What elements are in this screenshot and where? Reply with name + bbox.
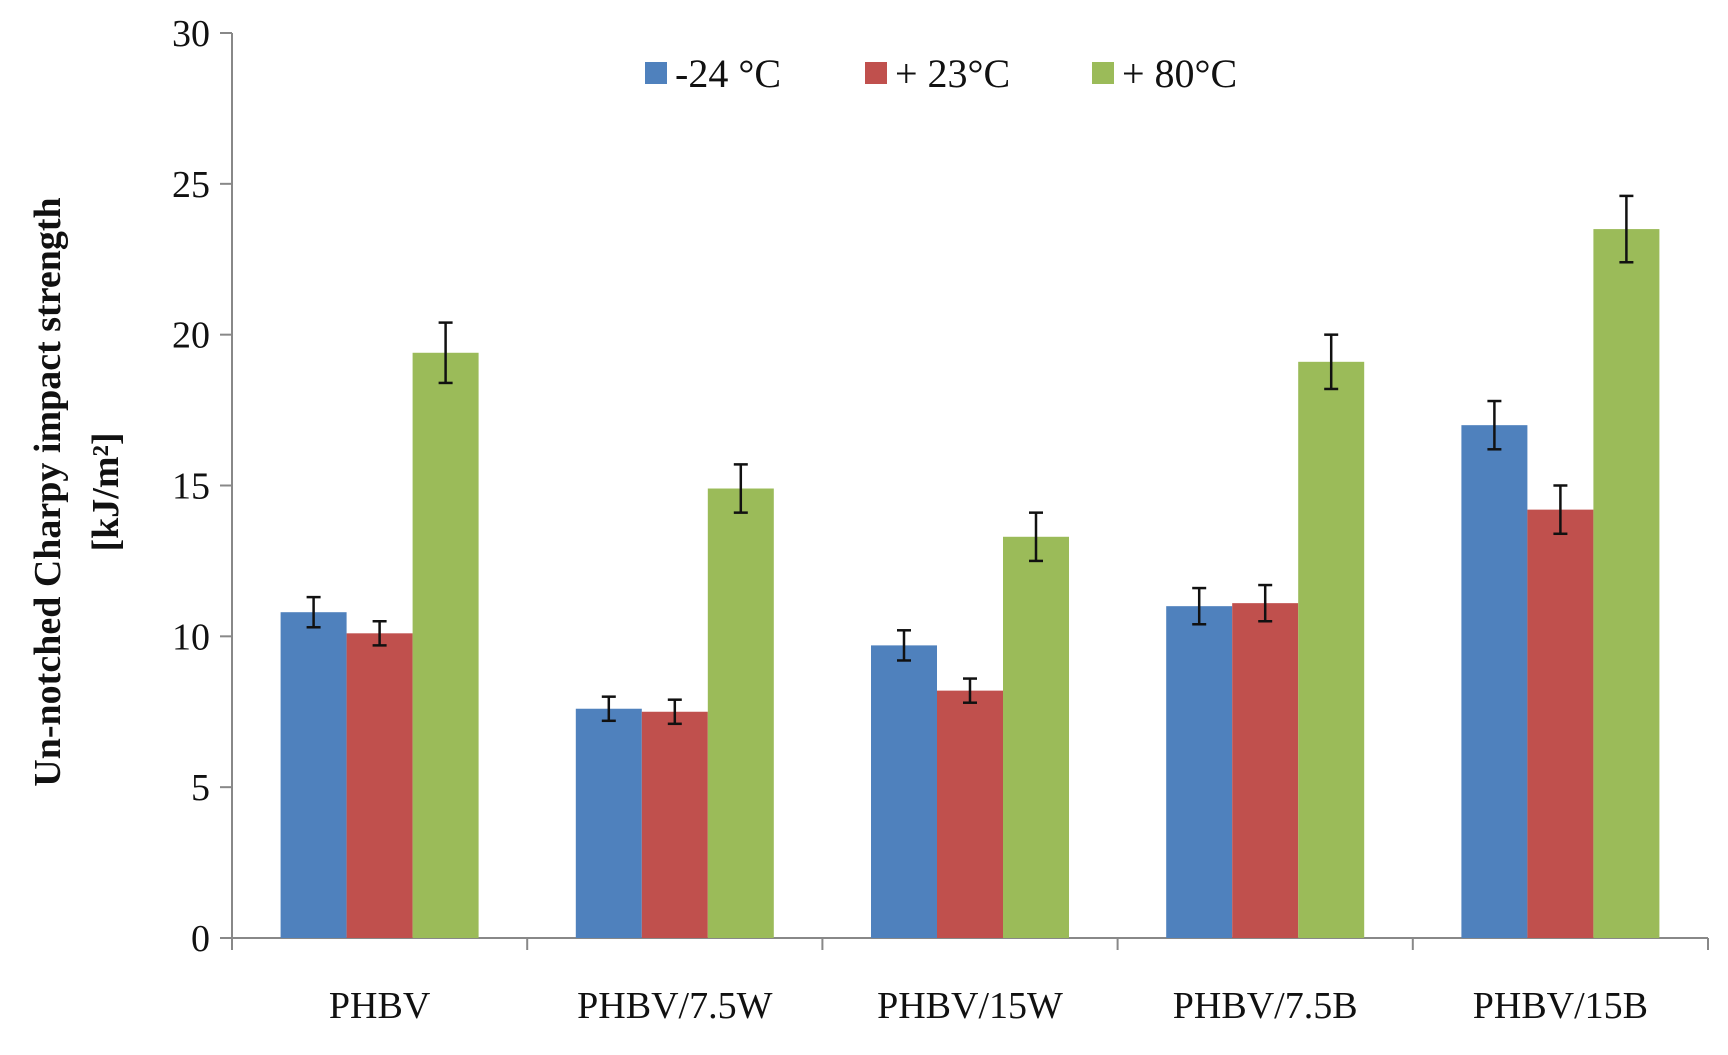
- bar: [1593, 229, 1660, 939]
- bar: [346, 633, 413, 938]
- legend-label: + 80°C: [1122, 51, 1237, 96]
- bar: [707, 488, 774, 938]
- y-tick-label: 0: [191, 918, 210, 960]
- bar: [575, 708, 642, 938]
- bar: [1298, 361, 1365, 939]
- legend-swatch: [865, 62, 887, 84]
- bar: [1461, 425, 1528, 939]
- y-tick-label: 15: [172, 466, 210, 508]
- y-tick-label: 5: [191, 767, 210, 809]
- legend-swatch: [1092, 62, 1114, 84]
- bar: [871, 645, 937, 938]
- bar: [280, 612, 347, 938]
- bar: [1166, 606, 1233, 938]
- bar: [1527, 509, 1594, 938]
- legend: -24 °C + 23°C + 80°C: [645, 51, 1237, 96]
- legend-label: -24 °C: [675, 51, 781, 96]
- x-tick-label: PHBV/7.5W: [577, 985, 772, 1027]
- x-tick-label: PHBV/15B: [1473, 985, 1648, 1027]
- y-axis-title-line1: Un-notched Charpy impact strength: [27, 197, 69, 786]
- y-axis-title-line2: [kJ/m²]: [85, 432, 127, 551]
- legend-swatch: [645, 62, 667, 84]
- bar: [412, 352, 479, 938]
- bar: [1232, 603, 1299, 938]
- legend-label: + 23°C: [895, 51, 1010, 96]
- bar: [641, 711, 708, 938]
- bar: [937, 690, 1003, 938]
- x-tick-label: PHBV/7.5B: [1173, 985, 1358, 1027]
- x-tick-label: PHBV: [329, 985, 431, 1027]
- y-tick-label: 25: [172, 164, 210, 206]
- error-bars-layer: [306, 194, 1634, 726]
- bar: [1003, 536, 1069, 938]
- y-tick-label: 10: [172, 616, 210, 658]
- x-tick-label: PHBV/15W: [877, 985, 1063, 1027]
- y-tick-label: 20: [172, 315, 210, 357]
- y-axis-title: Un-notched Charpy impact strength [kJ/m²…: [27, 197, 127, 786]
- axes: 0 5 10 15 20 25 30 PHBV PHBV/7.5W PHBV/15W PHBV/7.…: [172, 13, 1709, 1027]
- y-tick-label: 30: [172, 13, 210, 55]
- bars-layer: [280, 229, 1660, 939]
